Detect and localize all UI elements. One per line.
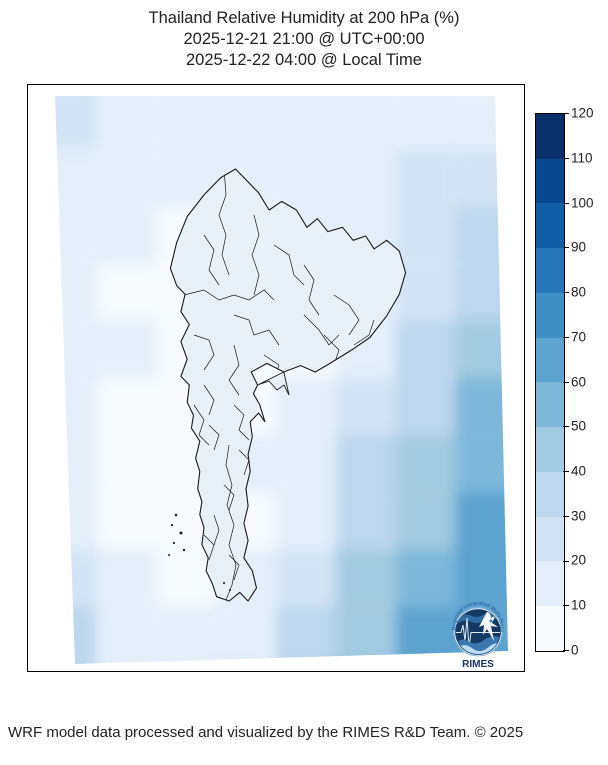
svg-text:RIMES: RIMES	[462, 659, 494, 670]
